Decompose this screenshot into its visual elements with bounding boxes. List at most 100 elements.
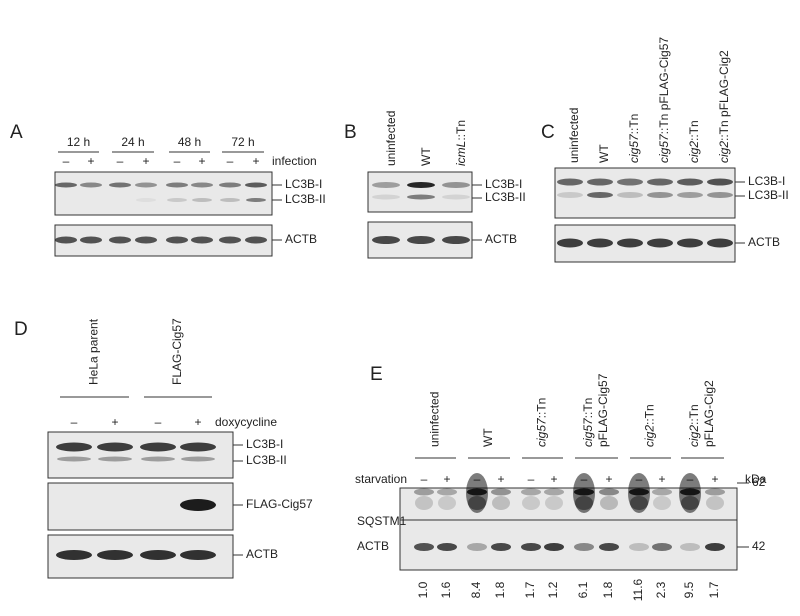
band <box>707 192 733 198</box>
band <box>166 236 188 244</box>
band <box>219 182 241 188</box>
band <box>80 182 102 188</box>
band <box>414 488 434 496</box>
group-label: FLAG-Cig57 <box>170 318 184 385</box>
band <box>652 543 672 551</box>
condition-sign: – <box>117 154 124 168</box>
group-label: uninfected <box>428 392 442 447</box>
band <box>166 182 188 188</box>
ratio: 2.3 <box>654 581 668 598</box>
band <box>617 178 643 186</box>
band <box>372 236 400 244</box>
band <box>80 236 102 244</box>
condition-label: doxycycline <box>215 415 277 429</box>
ratio: 11.6 <box>631 578 645 601</box>
band <box>98 456 132 462</box>
band <box>181 456 215 462</box>
band <box>55 236 77 244</box>
panel-label: B <box>344 122 357 143</box>
condition-sign: + <box>711 472 718 486</box>
condition-sign: + <box>194 415 201 429</box>
band <box>109 236 131 244</box>
band <box>679 473 701 513</box>
panel-label: A <box>10 122 23 143</box>
lane-label: uninfected <box>384 111 398 166</box>
band <box>97 442 133 452</box>
band <box>652 488 672 496</box>
group-label: cig2::Tn <box>687 404 701 447</box>
blot <box>47 431 234 479</box>
lane-label: cig2::Tn <box>687 120 701 163</box>
ratio: 1.8 <box>601 581 615 598</box>
panel-label: D <box>14 319 28 340</box>
band <box>442 236 470 244</box>
ratio: 1.7 <box>707 581 721 598</box>
band <box>677 192 703 198</box>
band <box>372 194 400 200</box>
condition-sign: + <box>198 154 205 168</box>
condition-sign: + <box>252 154 259 168</box>
size-marker: 62 <box>752 475 766 489</box>
band-label: ACTB <box>285 232 317 246</box>
group-label: cig57::Tn <box>581 398 595 447</box>
band <box>647 178 673 186</box>
blot <box>554 167 736 219</box>
band <box>491 488 511 496</box>
band <box>628 473 650 513</box>
band <box>140 442 176 452</box>
condition-sign: + <box>550 472 557 486</box>
band <box>415 496 433 510</box>
band-label: LC3B-II <box>485 190 526 204</box>
lane-label: cig2::Tn pFLAG-Cig2 <box>717 50 731 163</box>
band <box>135 182 157 188</box>
band <box>245 182 267 188</box>
blot <box>554 224 736 263</box>
group-label: cig57::Tn <box>535 398 549 447</box>
band-label: ACTB <box>485 232 517 246</box>
condition-sign: – <box>71 415 78 429</box>
band <box>56 442 92 452</box>
band-label: LC3B-I <box>748 174 785 188</box>
band <box>521 543 541 551</box>
group-label: pFLAG-Cig57 <box>596 373 610 447</box>
condition-sign: + <box>443 472 450 486</box>
band <box>109 182 131 188</box>
panel-label: C <box>541 122 555 143</box>
ratio: 6.1 <box>576 581 590 598</box>
band <box>705 488 725 496</box>
band-label: SQSTM1 <box>357 514 407 528</box>
condition-label: infection <box>272 154 317 168</box>
band <box>407 182 435 188</box>
band <box>97 550 133 560</box>
band-label: LC3B-II <box>246 453 287 467</box>
band <box>191 236 213 244</box>
ratio: 1.0 <box>416 581 430 598</box>
band <box>521 488 541 496</box>
band-label: ACTB <box>357 539 389 553</box>
band <box>140 550 176 560</box>
band-label: ACTB <box>246 547 278 561</box>
band <box>706 496 724 510</box>
band <box>600 496 618 510</box>
band-label: LC3B-I <box>246 437 283 451</box>
condition-sign: – <box>63 154 70 168</box>
band <box>246 198 266 202</box>
ratio: 1.7 <box>523 581 537 598</box>
group-label: HeLa parent <box>87 318 101 385</box>
ratio: 9.5 <box>682 581 696 598</box>
group-label: cig2::Tn <box>643 404 657 447</box>
band-label: LC3B-II <box>285 192 326 206</box>
band <box>705 543 725 551</box>
band <box>141 456 175 462</box>
band <box>57 456 91 462</box>
band <box>599 488 619 496</box>
band <box>557 192 583 198</box>
ratio: 1.8 <box>493 581 507 598</box>
lane-label: cig57::Tn <box>627 114 641 163</box>
ratio: 1.6 <box>439 581 453 598</box>
condition-sign: – <box>155 415 162 429</box>
band <box>491 543 511 551</box>
band <box>437 543 457 551</box>
time-label: 48 h <box>178 135 201 149</box>
